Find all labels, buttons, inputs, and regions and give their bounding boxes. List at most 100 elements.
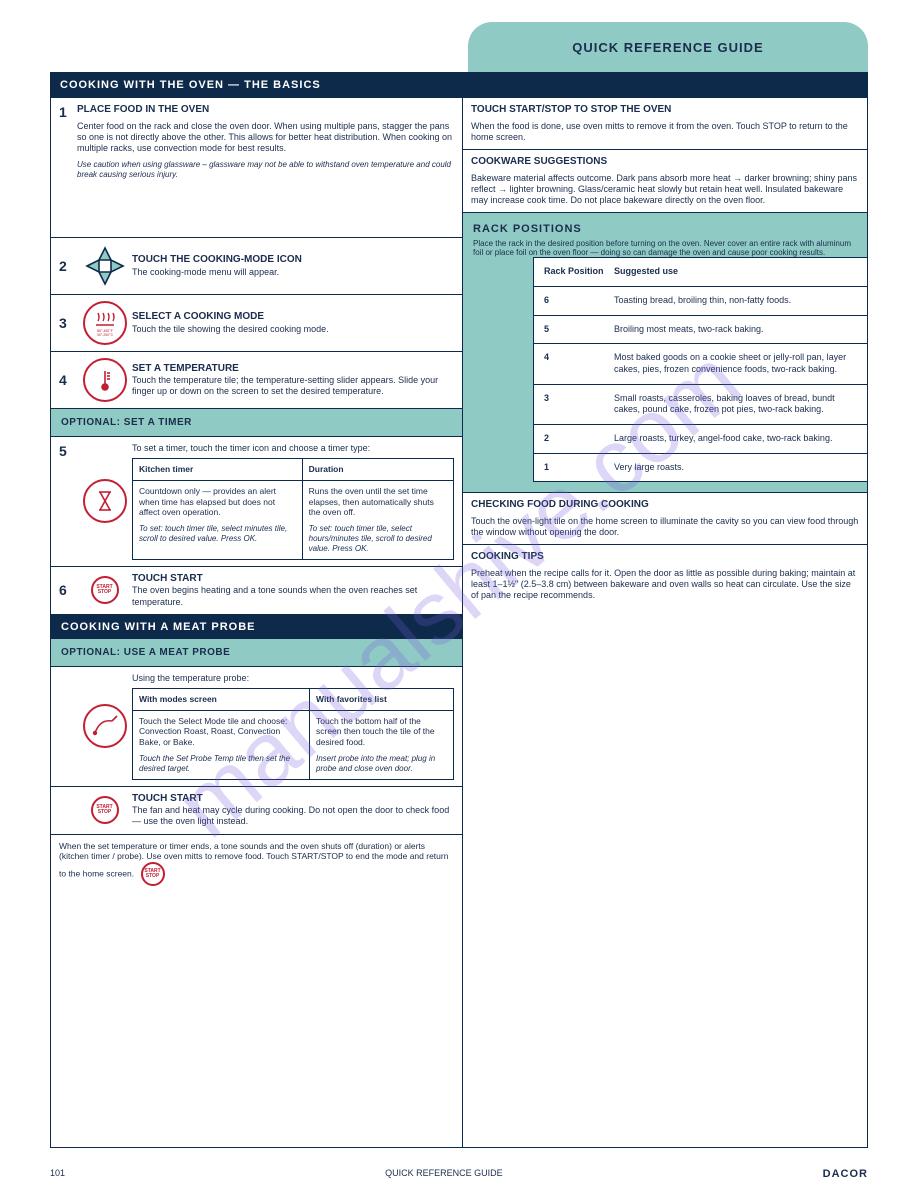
rack-n: 2 — [544, 433, 614, 445]
meat-probe-icon — [77, 704, 132, 748]
step-body: Touch the temperature tile; the temperat… — [132, 375, 454, 398]
block-heading: COOKING TIPS — [471, 551, 859, 564]
brand-logo: DACOR — [823, 1168, 868, 1180]
step-text: SELECT A COOKING MODE Touch the tile sho… — [132, 311, 454, 335]
cell: Countdown only — provides an alert when … — [133, 480, 303, 559]
step-body: Center food on the rack and close the ov… — [77, 121, 454, 155]
step-heading: TOUCH THE COOKING-MODE ICON — [132, 254, 454, 267]
probe-table: With modes screen With favorites list To… — [132, 688, 454, 780]
cell-foot: Touch the Set Probe Temp tile then set t… — [139, 754, 303, 774]
timer-band: OPTIONAL: SET A TIMER — [51, 409, 462, 437]
probe-intro: Using the temperature probe: — [132, 673, 454, 684]
rack-n: 4 — [544, 352, 614, 375]
rack-use: Most baked goods on a cookie sheet or je… — [614, 352, 857, 375]
step-text: SET A TEMPERATURE Touch the temperature … — [132, 363, 454, 398]
step-heading: TOUCH START — [132, 573, 454, 586]
rack-use: Toasting bread, broiling thin, non-fatty… — [614, 295, 857, 307]
meat-probe-heading: COOKING WITH A MEAT PROBE — [51, 615, 462, 639]
closing-body: When the set temperature or timer ends, … — [59, 841, 448, 879]
cell: Touch the Select Mode tile and choose: C… — [133, 710, 310, 779]
step-number: 2 — [59, 258, 77, 274]
cell-foot: Insert probe into the meat; plug in prob… — [316, 754, 447, 774]
checking-food: CHECKING FOOD DURING COOKING Touch the o… — [463, 492, 867, 545]
footer-title: QUICK REFERENCE GUIDE — [385, 1168, 503, 1180]
cell-foot: To set: touch timer tile, select minutes… — [139, 524, 296, 544]
step-timer: 5 To set a timer, — [51, 437, 462, 567]
page-footer: 101 QUICK REFERENCE GUIDE DACOR — [50, 1168, 868, 1180]
block-body: Touch the oven-light tile on the home sc… — [471, 516, 859, 539]
rack-use: Large roasts, turkey, angel-food cake, t… — [614, 433, 857, 445]
step-body: The oven begins heating and a tone sound… — [132, 585, 454, 608]
heat-icon: 85°-482°F 30°-250°C — [77, 301, 132, 345]
step-number: 1 — [59, 104, 77, 120]
step-heading: PLACE FOOD IN THE OVEN — [77, 104, 454, 117]
step-place-food: 1 PLACE FOOD IN THE OVEN Center food on … — [51, 98, 462, 238]
col-head: Suggested use — [614, 266, 857, 278]
block-text: COOKWARE SUGGESTIONS Bakeware material a… — [471, 156, 859, 206]
start-stop-icon: STARTSTOP — [77, 576, 132, 604]
step-heading: SET A TEMPERATURE — [132, 363, 454, 376]
cell-body: Runs the oven until the set time elapses… — [309, 486, 447, 518]
rack-use: Small roasts, casseroles, baking loaves … — [614, 393, 857, 416]
block-text: CHECKING FOOD DURING COOKING Touch the o… — [471, 499, 859, 538]
step-text: PLACE FOOD IN THE OVEN Center food on th… — [77, 104, 454, 180]
hourglass-icon — [77, 479, 132, 523]
cell: Touch the bottom half of the screen then… — [310, 710, 454, 779]
rack-table: Rack Position Suggested use 6Toasting br… — [533, 257, 867, 482]
step-number: 5 — [59, 443, 77, 459]
col-head: Duration — [302, 459, 453, 481]
timer-text: To set a timer, touch the timer icon and… — [132, 443, 454, 560]
svg-text:30°-250°C: 30°-250°C — [96, 333, 113, 337]
step-body: The fan and heat may cycle during cookin… — [132, 805, 454, 828]
block-body: Bakeware material affects outcome. Dark … — [471, 173, 859, 207]
block-heading: TOUCH START/STOP TO STOP THE OVEN — [471, 104, 859, 117]
page: QUICK REFERENCE GUIDE COOKING WITH THE O… — [50, 30, 868, 1148]
step-number: 6 — [59, 582, 77, 598]
left-column: 1 PLACE FOOD IN THE OVEN Center food on … — [50, 98, 462, 1148]
timer-table: Kitchen timer Duration Countdown only — … — [132, 458, 454, 560]
block-heading: RACK POSITIONS — [473, 223, 857, 235]
start-stop-icon: STARTSTOP — [141, 862, 165, 886]
rack-positions-body: Rack Position Suggested use 6Toasting br… — [463, 257, 867, 492]
cell: Runs the oven until the set time elapses… — [302, 480, 453, 559]
page-heading-bar: COOKING WITH THE OVEN — THE BASICS — [50, 72, 868, 98]
step-start: 6 STARTSTOP TOUCH START The oven begins … — [51, 567, 462, 615]
two-column-layout: 1 PLACE FOOD IN THE OVEN Center food on … — [50, 98, 868, 1148]
step-probe: Using the temperature probe: With modes … — [51, 667, 462, 787]
step-heading: SELECT A COOKING MODE — [132, 311, 454, 324]
cookware-suggestions: COOKWARE SUGGESTIONS Bakeware material a… — [463, 150, 867, 213]
section-tab: QUICK REFERENCE GUIDE — [468, 22, 868, 72]
step-text: TOUCH START The oven begins heating and … — [132, 573, 454, 608]
start-stop-icon: STARTSTOP — [77, 796, 132, 824]
block-text: TOUCH START/STOP TO STOP THE OVEN When t… — [471, 104, 859, 143]
col-head: With modes screen — [133, 689, 310, 711]
thermometer-icon — [77, 358, 132, 402]
col-head: Kitchen timer — [133, 459, 303, 481]
probe-text: Using the temperature probe: With modes … — [132, 673, 454, 780]
step-set-temp: 4 SET A TEMPERATURE Touc — [51, 352, 462, 409]
probe-band: OPTIONAL: USE A MEAT PROBE — [51, 639, 462, 667]
col-head: Rack Position — [544, 266, 614, 278]
timer-intro: To set a timer, touch the timer icon and… — [132, 443, 454, 454]
step-start-2: STARTSTOP TOUCH START The fan and heat m… — [51, 787, 462, 835]
cell-body: Touch the bottom half of the screen then… — [316, 716, 447, 748]
rack-use: Broiling most meats, two-rack baking. — [614, 324, 857, 336]
rack-n: 5 — [544, 324, 614, 336]
cell-body: Touch the Select Mode tile and choose: C… — [139, 716, 303, 748]
step-select-mode: 3 85°-482°F 30°-250°C — [51, 295, 462, 352]
right-column: TOUCH START/STOP TO STOP THE OVEN When t… — [462, 98, 868, 1148]
rack-n: 6 — [544, 295, 614, 307]
step-caution: Use caution when using glassware – glass… — [77, 160, 454, 180]
rack-n: 1 — [544, 462, 614, 474]
page-number: 101 — [50, 1168, 65, 1180]
step-number: 3 — [59, 315, 77, 331]
modes-icon — [77, 244, 132, 288]
stop-oven: TOUCH START/STOP TO STOP THE OVEN When t… — [463, 98, 867, 150]
closing-text: When the set temperature or timer ends, … — [51, 835, 462, 1148]
col-head: With favorites list — [310, 689, 454, 711]
step-text: TOUCH THE COOKING-MODE ICON The cooking-… — [132, 254, 454, 278]
rack-warning: Place the rack in the desired position b… — [473, 239, 857, 257]
cell-foot: To set: touch timer tile, select hours/m… — [309, 524, 447, 554]
step-body: Touch the tile showing the desired cooki… — [132, 324, 454, 335]
rack-n: 3 — [544, 393, 614, 416]
